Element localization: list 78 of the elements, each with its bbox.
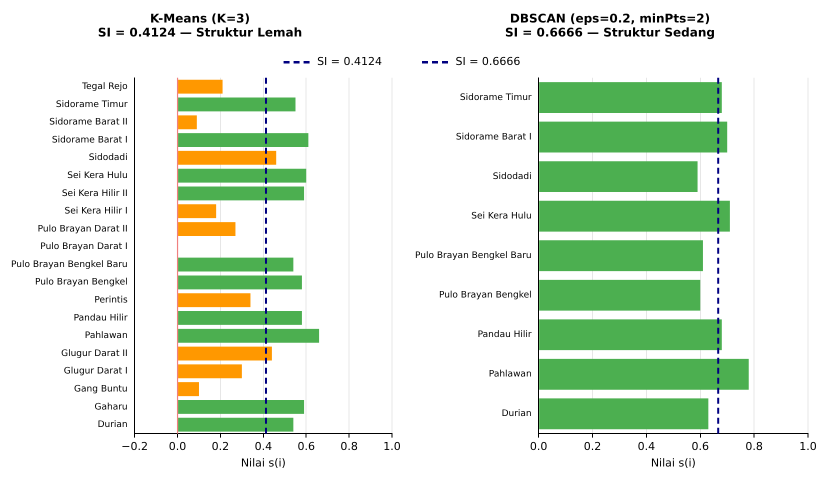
bar	[178, 80, 223, 94]
bar	[539, 240, 703, 272]
legend-label: SI = 0.6666	[456, 55, 520, 68]
bar	[178, 115, 197, 130]
bar	[178, 186, 304, 200]
y-tick-label: Pandau Hilir	[478, 330, 532, 340]
bar	[178, 168, 306, 183]
x-tick-label: 0.0	[168, 440, 186, 454]
chart-subtitle: SI = 0.4124 — Struktur Lemah	[98, 26, 302, 40]
bar	[539, 82, 722, 113]
x-tick-label: 0.2	[212, 440, 230, 454]
bar	[178, 418, 294, 432]
bar	[178, 400, 304, 414]
y-tick-label: Pulo Brayan Darat II	[38, 224, 128, 234]
y-tick-label: Sei Kera Hilir II	[62, 188, 128, 199]
x-axis-title: Nilai s(i)	[650, 456, 696, 470]
bar	[178, 150, 276, 165]
y-tick-label: Sei Kera Hilir I	[64, 206, 128, 217]
y-tick-label: Glugur Darat I	[64, 366, 128, 377]
y-tick-label: Pulo Brayan Bengkel	[34, 278, 128, 288]
chart-title: DBSCAN (eps=0.2, minPts=2)	[510, 11, 710, 26]
y-tick-label: Pulo Brayan Darat I	[40, 242, 128, 252]
bar	[539, 358, 749, 390]
x-axis-title: Nilai s(i)	[240, 456, 286, 470]
bar	[178, 311, 302, 325]
x-tick-label: 0.0	[530, 440, 548, 454]
bar	[178, 293, 250, 308]
x-tick-label: 0.6	[692, 440, 710, 454]
bar	[539, 280, 700, 311]
y-tick-label: Sidorame Timur	[460, 92, 532, 103]
x-tick-label: 0.6	[297, 440, 315, 454]
y-tick-label: Gaharu	[94, 402, 128, 412]
y-tick-label: Pahlawan	[84, 331, 128, 342]
x-tick-label: 0.4	[254, 440, 272, 454]
x-tick-label: 0.8	[340, 440, 358, 454]
y-tick-label: Perintis	[94, 296, 128, 306]
y-tick-label: Sei Kera Hulu	[67, 170, 128, 181]
x-tick-label: 1.0	[383, 440, 401, 454]
bar	[178, 328, 320, 343]
y-tick-label: Sidorame Timur	[56, 100, 128, 110]
bar	[178, 275, 302, 290]
bar	[178, 364, 242, 378]
bar	[178, 382, 199, 396]
y-tick-label: Pahlawan	[488, 370, 532, 380]
y-tick-label: Tegal Rejo	[81, 82, 128, 92]
bar	[539, 319, 722, 350]
y-tick-label: Sidorame Barat II	[49, 118, 128, 128]
bar	[539, 161, 698, 192]
x-tick-label: −0.2	[121, 440, 148, 454]
y-tick-label: Glugur Darat II	[61, 348, 128, 359]
bar	[178, 98, 296, 112]
y-tick-label: Sidodadi	[492, 172, 532, 182]
y-tick-label: Sidorame Barat I	[456, 132, 532, 142]
x-tick-label: 0.4	[638, 440, 656, 454]
bar	[539, 122, 728, 153]
y-tick-label: Pandau Hilir	[74, 313, 128, 324]
chart-subtitle: SI = 0.6666 — Struktur Sedang	[505, 26, 715, 40]
bar	[539, 398, 708, 430]
y-tick-label: Pulo Brayan Bengkel Baru	[414, 251, 532, 262]
y-tick-label: Sei Kera Hulu	[471, 212, 532, 222]
x-tick-label: 1.0	[799, 440, 817, 454]
x-tick-label: 0.8	[745, 440, 763, 454]
bar	[178, 204, 216, 218]
x-tick-label: 0.2	[584, 440, 602, 454]
bar	[178, 133, 308, 148]
legend-label: SI = 0.4124	[317, 55, 382, 68]
y-tick-label: Pulo Brayan Bengkel	[438, 290, 532, 301]
y-tick-label: Sidodadi	[88, 153, 128, 164]
bar	[178, 222, 236, 236]
y-tick-label: Durian	[98, 420, 128, 430]
bar	[178, 258, 294, 272]
y-tick-label: Durian	[502, 409, 532, 420]
y-tick-label: Pulo Brayan Bengkel Baru	[10, 260, 128, 270]
chart-title: K-Means (K=3)	[150, 11, 250, 26]
y-tick-label: Gang Buntu	[74, 384, 128, 394]
y-tick-label: Sidorame Barat I	[52, 135, 128, 146]
bar	[539, 200, 730, 232]
bar	[178, 346, 272, 360]
